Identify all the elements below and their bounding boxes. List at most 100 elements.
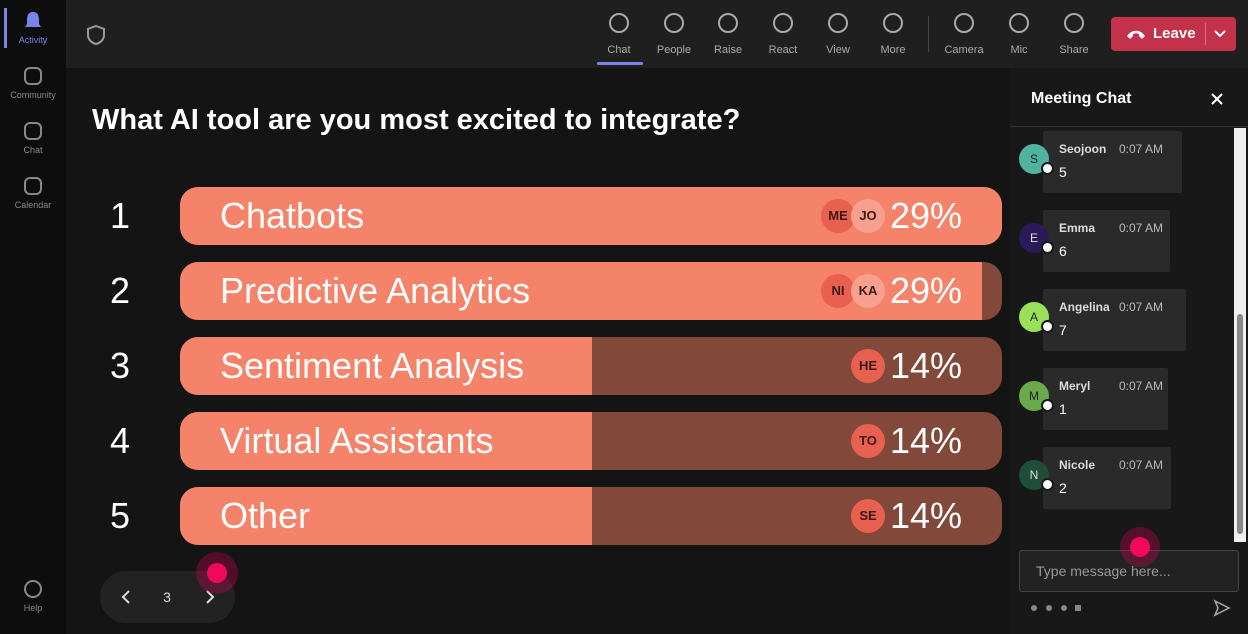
help-icon <box>22 578 44 605</box>
status-dot <box>1041 241 1054 254</box>
leave-button[interactable]: Leave <box>1111 17 1236 51</box>
voter-avatar: ME <box>821 199 855 233</box>
sender-name: Meryl <box>1059 379 1091 393</box>
close-button[interactable] <box>1210 92 1224 106</box>
sidebar-icon <box>22 65 44 92</box>
message-text: 2 <box>1059 480 1067 496</box>
divider <box>1010 126 1248 127</box>
active-underline <box>597 62 643 65</box>
sidebar-icon <box>22 120 44 147</box>
option-rank: 2 <box>109 270 131 311</box>
toolbar-button[interactable]: More <box>880 44 906 56</box>
toolbar-button[interactable]: Raise <box>713 44 743 56</box>
voter-avatar: HE <box>851 349 885 383</box>
option-bar: Other 14% SE <box>180 487 1002 545</box>
prev-button[interactable] <box>118 589 134 605</box>
divider <box>1205 23 1206 45</box>
send-button[interactable] <box>1213 599 1231 617</box>
option-rank: 3 <box>109 345 131 386</box>
message-text: 6 <box>1059 243 1067 259</box>
message-bubble: Seojoon 0:07 AM 5 <box>1043 131 1182 193</box>
sender-name: Nicole <box>1059 458 1096 472</box>
separator <box>928 16 929 52</box>
option-label: Other <box>220 495 311 536</box>
option-label: Virtual Assistants <box>220 420 494 461</box>
cursor-halo <box>1120 527 1160 567</box>
input-placeholder: Type message here... <box>1036 563 1171 579</box>
sidebar-item[interactable]: Community <box>10 90 56 100</box>
scrollbar <box>1234 128 1246 542</box>
format-icons <box>1031 605 1081 611</box>
option-bar: Sentiment Analysis 14% HE <box>180 337 1002 395</box>
toolbar-button[interactable]: Mic <box>1010 44 1028 56</box>
sender-name: Emma <box>1059 221 1096 235</box>
toolbar-button[interactable]: React <box>768 44 798 56</box>
option-percent: 14% <box>889 495 962 536</box>
shield-icon <box>87 24 105 46</box>
toolbar-icon <box>827 12 849 39</box>
message-time: 0:07 AM <box>1119 458 1164 472</box>
sender-name: Seojoon <box>1059 142 1107 156</box>
voter-avatar: JO <box>851 199 885 233</box>
status-dot <box>1041 399 1054 412</box>
option-bar: Predictive Analytics 29% NI KA <box>180 262 1002 320</box>
message-time: 0:07 AM <box>1119 300 1164 314</box>
option-bar: Virtual Assistants 14% TO <box>180 412 1002 470</box>
option-label: Chatbots <box>220 195 365 236</box>
toolbar-icon <box>1008 12 1030 39</box>
toolbar: Leave Chat People Raise React View More Camera… <box>66 0 1248 68</box>
voter-avatar: TO <box>851 424 885 458</box>
status-dot <box>1041 478 1054 491</box>
voter-avatar: NI <box>821 274 855 308</box>
message-time: 0:07 AM <box>1119 221 1164 235</box>
toolbar-icon <box>882 12 904 39</box>
cursor-dot <box>1130 537 1150 557</box>
toolbar-icon <box>717 12 739 39</box>
message-input[interactable]: Type message here... <box>1019 550 1239 592</box>
sidebar-icon <box>22 10 44 37</box>
message-text: 5 <box>1059 164 1067 180</box>
option-percent: 29% <box>889 195 962 236</box>
sidebar-item[interactable]: Chat <box>23 145 43 155</box>
help-item[interactable]: Help <box>23 603 43 613</box>
sidebar-item[interactable]: Calendar <box>14 200 52 210</box>
chevron <box>1214 30 1226 38</box>
sidebar-item[interactable]: Activity <box>18 35 48 45</box>
toolbar-button[interactable]: People <box>656 44 692 56</box>
voter-avatar: SE <box>851 499 885 533</box>
cursor-halo <box>196 552 238 594</box>
voter-avatar: KA <box>851 274 885 308</box>
option-fill <box>180 412 592 470</box>
message-time: 0:07 AM <box>1119 379 1164 393</box>
poll-question: What AI tool are you most excited to int… <box>92 104 741 136</box>
message-bubble: Angelina 0:07 AM 7 <box>1043 289 1186 351</box>
option-rank: 4 <box>109 420 131 461</box>
toolbar-icon <box>953 12 975 39</box>
option-label: Predictive Analytics <box>220 270 531 311</box>
toolbar-button[interactable]: View <box>826 44 850 56</box>
next-button[interactable] <box>202 589 218 605</box>
page-number: 3 <box>163 589 171 605</box>
option-percent: 14% <box>889 420 962 461</box>
toolbar-icon <box>663 12 685 39</box>
poll-area: What AI tool are you most excited to int… <box>66 68 1010 634</box>
sidebar-icon <box>22 175 44 202</box>
message-bubble: Emma 0:07 AM 6 <box>1043 210 1170 272</box>
option-rank: 5 <box>109 495 131 536</box>
sidebar: Activity Community Chat Calendar Help <box>0 0 66 634</box>
message-bubble: Nicole 0:07 AM 2 <box>1043 447 1171 509</box>
option-bar: Chatbots 29% ME JO <box>180 187 1002 245</box>
option-fill <box>180 487 592 545</box>
toolbar-button[interactable]: Camera <box>944 44 984 56</box>
option-fill <box>180 337 592 395</box>
option-percent: 14% <box>889 345 962 386</box>
toolbar-icon <box>1063 12 1085 39</box>
toolbar-button[interactable]: Share <box>1059 44 1089 56</box>
toolbar-button[interactable]: Chat <box>607 44 631 56</box>
status-dot <box>1041 320 1054 333</box>
sender-name: Angelina <box>1059 300 1110 314</box>
message-time: 0:07 AM <box>1119 142 1164 156</box>
leave-label: Leave <box>1153 25 1196 42</box>
cursor-dot <box>207 563 227 583</box>
